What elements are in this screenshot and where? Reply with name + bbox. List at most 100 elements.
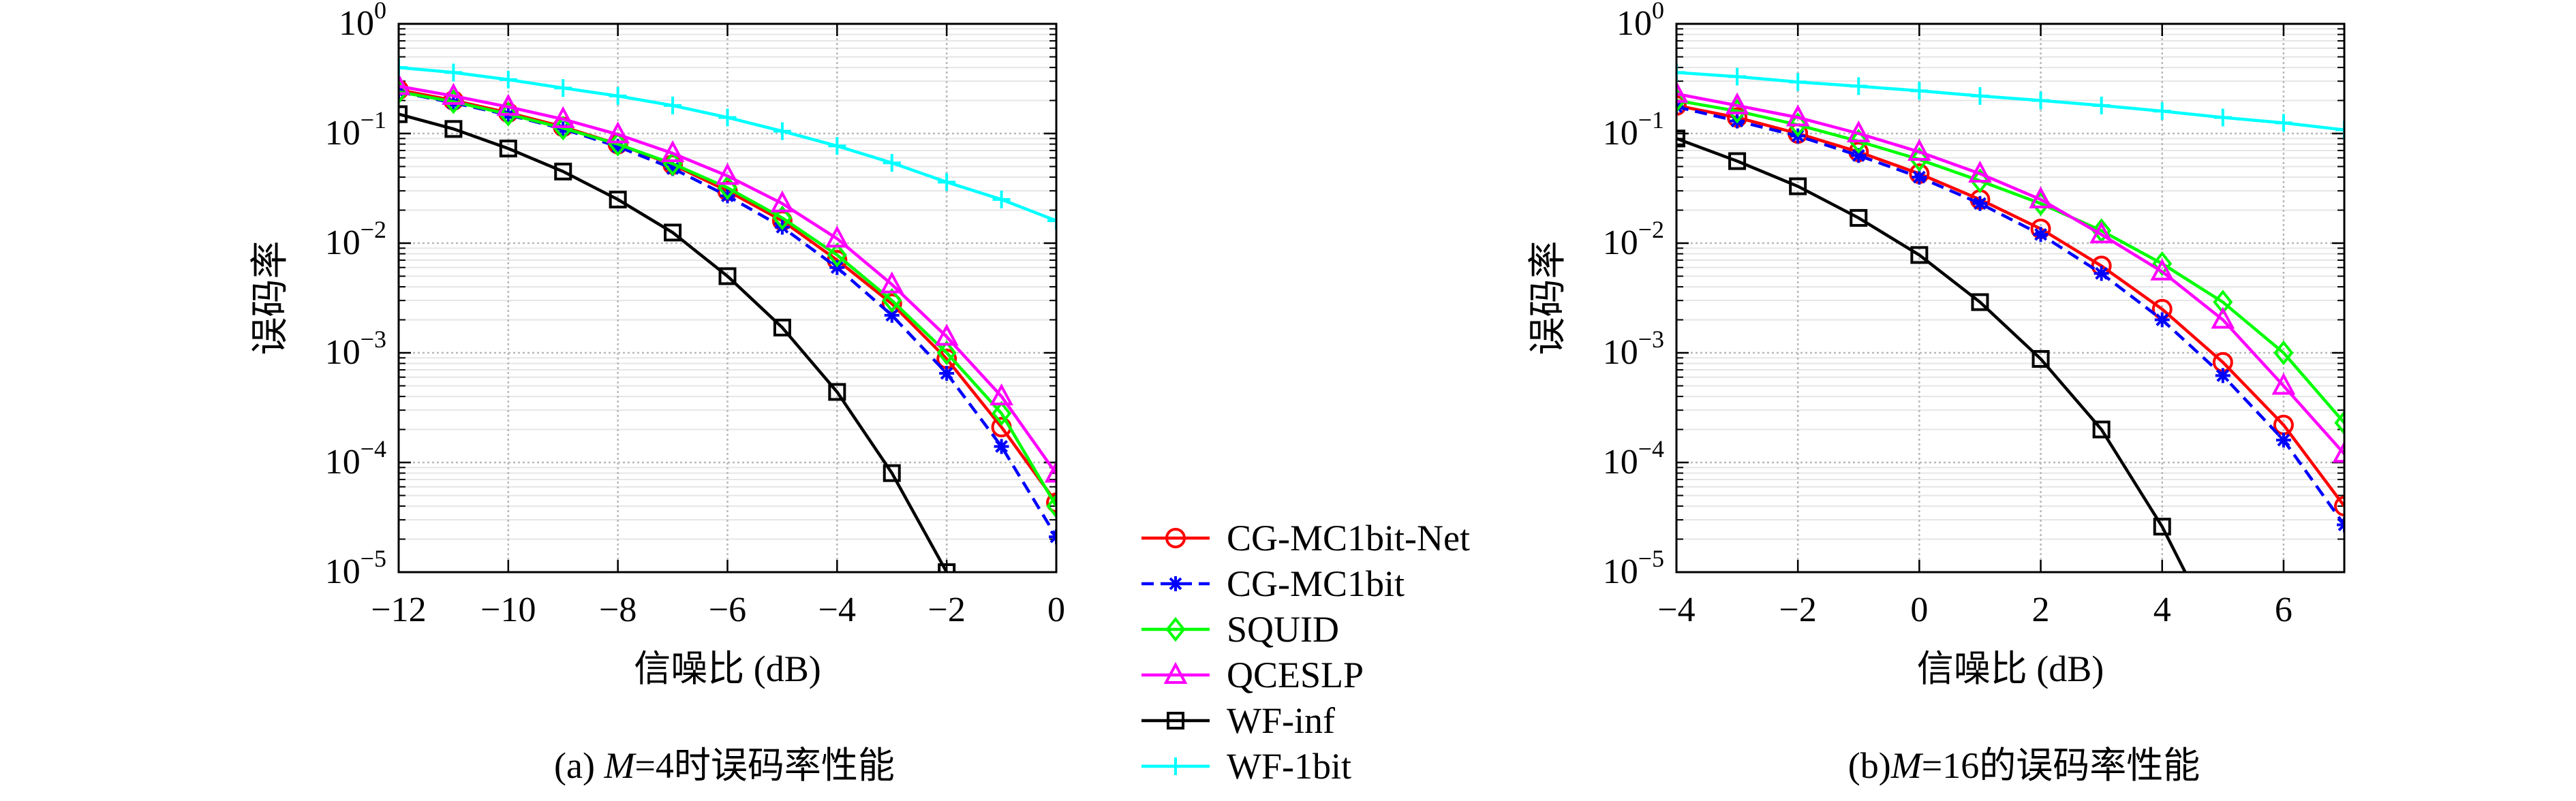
- data-point-wf-inf: [883, 464, 901, 482]
- data-point-qceslp: [716, 163, 739, 185]
- data-point-wf-1bit: [2031, 91, 2050, 110]
- data-point-wf-1bit: [992, 190, 1011, 208]
- x-tick-label: −6: [709, 591, 746, 629]
- y-tick-label: 100: [339, 0, 386, 43]
- data-point-wf-inf: [1850, 208, 1868, 227]
- series-line-qceslp: [399, 84, 1056, 475]
- x-axis-label: 信噪比 (dB): [634, 648, 821, 689]
- data-point-qceslp: [551, 106, 575, 129]
- y-tick-label: 10−2: [325, 216, 386, 262]
- data-point-wf-1bit: [1971, 87, 1989, 105]
- data-point-wf-inf: [773, 318, 791, 336]
- y-axis-label: 误码率: [1527, 241, 1569, 356]
- data-point-qceslp: [2211, 307, 2235, 329]
- data-point-qceslp: [880, 271, 904, 294]
- data-point-squid: [1788, 112, 1808, 138]
- data-point-wf-1bit: [1910, 82, 1929, 100]
- data-point-squid: [772, 205, 793, 231]
- data-point-qceslp: [990, 383, 1013, 406]
- data-point-cg-mc1bit: [939, 366, 955, 381]
- data-point-qceslp: [1785, 104, 1810, 127]
- chart-panel-a: 10−5 10−4 10−3 10−2 10−1 100 −12 −10 −8 −6 −4 −2 0 信噪…: [249, 0, 1065, 689]
- data-point-cg-mc1bit: [994, 439, 1009, 454]
- data-point-wf-inf: [2153, 518, 2171, 536]
- data-point-wf-inf: [2031, 349, 2050, 368]
- data-point-qceslp: [660, 140, 685, 163]
- data-point-wf-inf: [828, 383, 846, 401]
- data-point-wf-1bit: [938, 173, 956, 191]
- data-point-wf-inf: [1789, 177, 1807, 195]
- data-point-cg-mc1bit: [2033, 227, 2049, 242]
- data-point-cg-mc1bit: [1972, 195, 1988, 211]
- data-point-cg-mc1bit-net: [1676, 95, 1687, 116]
- data-point-wf-inf: [1971, 293, 1989, 311]
- data-point-wf-inf: [499, 140, 517, 158]
- data-point-cg-mc1bit: [829, 260, 845, 275]
- data-point-wf-inf: [554, 162, 572, 180]
- data-point-squid: [827, 242, 847, 268]
- data-point-wf-1bit: [554, 79, 572, 97]
- data-point-cg-mc1bit: [610, 139, 626, 155]
- data-point-wf-1bit: [883, 154, 901, 172]
- data-point-cg-mc1bit: [2275, 433, 2291, 448]
- series-line-wf-inf: [1676, 137, 2188, 572]
- caption-b: (b)M=16的误码率性能: [1848, 745, 2200, 786]
- data-point-squid: [2273, 340, 2294, 366]
- data-point-wf-1bit: [1850, 77, 1868, 95]
- data-point-squid: [1676, 88, 1687, 113]
- legend-label-cg-mc1bit-net: CG-MC1bit-Net: [1227, 518, 1470, 559]
- series-line-wf-1bit: [1676, 71, 2344, 131]
- data-point-squid: [1848, 129, 1869, 154]
- x-tick-label: −2: [928, 591, 966, 629]
- series-line-squid: [1676, 99, 2344, 424]
- data-point-wf-1bit: [2335, 121, 2344, 139]
- data-point-squid: [498, 101, 519, 127]
- series-line-qceslp: [1676, 92, 2344, 455]
- data-point-wf-1bit: [1676, 63, 1685, 82]
- y-tick-label: 10−3: [1603, 326, 1664, 372]
- x-tick-label: 0: [1047, 591, 1065, 629]
- x-tick-label: 6: [2275, 591, 2293, 629]
- data-point-qceslp: [1968, 160, 1992, 183]
- data-point-wf-1bit: [1728, 67, 1747, 86]
- x-tick-label: −4: [1657, 591, 1695, 629]
- y-tick-label: 10−5: [1603, 545, 1664, 591]
- series-group: [399, 59, 1056, 572]
- legend-label-wf-inf: WF-inf: [1227, 700, 1335, 741]
- axes-frame: [1675, 22, 2346, 574]
- data-point-wf-inf: [609, 190, 627, 208]
- data-point-qceslp: [1725, 92, 1749, 114]
- data-point-wf-1bit: [2092, 96, 2111, 114]
- x-tick-label: −2: [1779, 591, 1817, 629]
- y-tick-label: 10−4: [325, 435, 386, 482]
- data-point-qceslp: [1044, 460, 1056, 483]
- y-tick-label: 10−3: [325, 326, 386, 372]
- x-tick-label: 2: [2032, 591, 2050, 629]
- data-point-squid: [1909, 146, 1929, 172]
- data-point-wf-1bit: [1789, 73, 1807, 91]
- data-point-qceslp: [2271, 373, 2296, 395]
- data-point-cg-mc1bit: [2094, 266, 2109, 281]
- data-point-qceslp: [2332, 441, 2344, 463]
- data-point-wf-1bit: [444, 63, 463, 82]
- legend-marker-wf-inf: [1167, 712, 1184, 729]
- data-point-wf-1bit: [499, 70, 517, 89]
- x-tick-label: −8: [599, 591, 637, 629]
- data-point-qceslp: [606, 121, 630, 144]
- data-point-qceslp: [496, 93, 521, 116]
- data-point-wf-1bit: [399, 59, 408, 77]
- series-line-wf-inf: [399, 112, 949, 572]
- data-point-squid: [2152, 251, 2173, 277]
- data-point-wf-inf: [399, 105, 408, 123]
- x-tick-label: −12: [371, 591, 426, 629]
- legend-marker-cg-mc1bit-net: [1165, 528, 1186, 548]
- y-tick-label: 10−1: [325, 106, 386, 153]
- data-point-wf-inf: [1728, 152, 1747, 170]
- data-point-squid: [2334, 410, 2344, 435]
- legend-label-wf-1bit: WF-1bit: [1227, 746, 1351, 787]
- data-point-cg-mc1bit: [2154, 312, 2170, 328]
- x-tick-label: −10: [480, 591, 536, 629]
- x-axis-label: 信噪比 (dB): [1917, 648, 2104, 689]
